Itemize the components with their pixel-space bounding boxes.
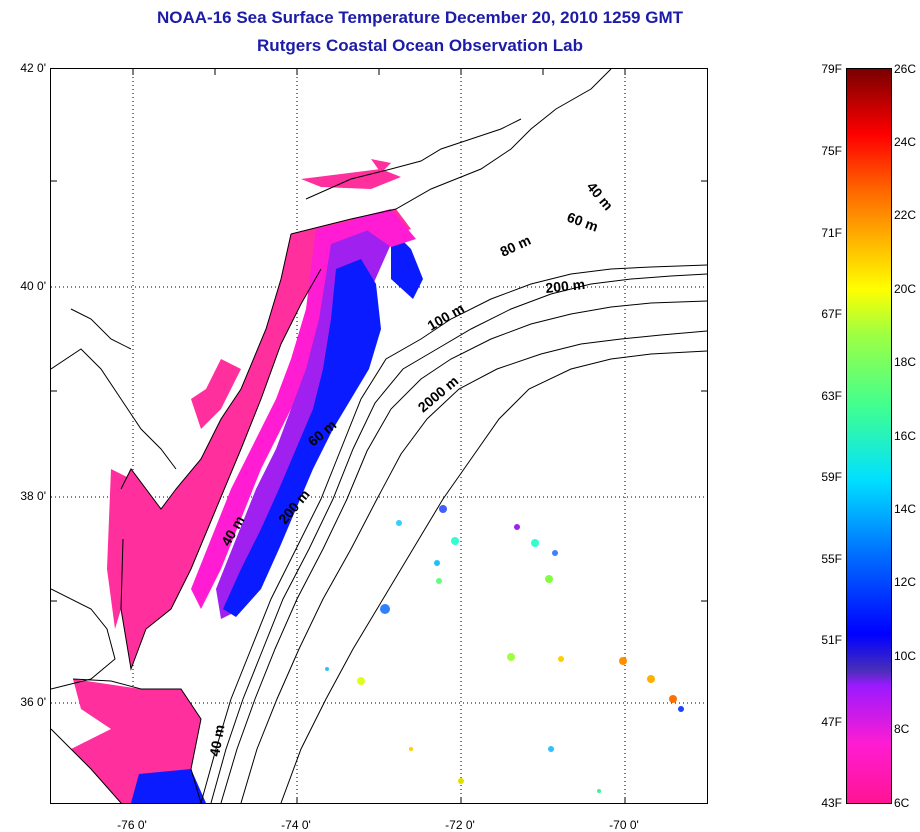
cb-label-18c: 18C (894, 355, 917, 369)
temperature-colorbar (846, 68, 892, 804)
cb-label-47f: 47F (821, 715, 842, 729)
sst-cool-water (131, 209, 423, 803)
contour-label-200m-north: 200 m (545, 276, 586, 296)
lon-label-76: -76 0' (117, 818, 147, 832)
cb-label-14c: 14C (894, 502, 917, 516)
cb-label-75f: 75F (821, 144, 842, 158)
contour-label-100m: 100 m (425, 300, 467, 334)
contour-label-40m-south: 40 m (206, 723, 227, 757)
contour-label-60m-north: 60 m (565, 209, 600, 235)
cb-label-24c: 24C (894, 135, 917, 149)
cb-label-43f: 43F (821, 796, 842, 810)
lat-label-38: 38 0' (20, 489, 46, 503)
cb-label-20c: 20C (894, 282, 917, 296)
cb-label-16c: 16C (894, 429, 917, 443)
map-title: NOAA-16 Sea Surface Temperature December… (157, 8, 683, 27)
offshore-retrievals (325, 505, 684, 793)
cb-label-59f: 59F (821, 470, 842, 484)
cb-label-67f: 67F (821, 307, 842, 321)
coastline (51, 69, 612, 803)
lon-label-74: -74 0' (281, 818, 311, 832)
map-subtitle: Rutgers Coastal Ocean Observation Lab (257, 36, 583, 55)
graticule (51, 69, 707, 803)
contour-label-40m-north: 40 m (584, 179, 617, 214)
cb-label-12c: 12C (894, 575, 917, 589)
cb-label-6c: 6C (894, 796, 910, 810)
cb-label-10c: 10C (894, 649, 917, 663)
lat-label-36: 36 0' (20, 695, 46, 709)
lat-label-40: 40 0' (20, 279, 46, 293)
contour-label-80m: 80 m (498, 232, 534, 260)
bathymetry-contours (200, 264, 707, 803)
cb-label-63f: 63F (821, 389, 842, 403)
lon-label-72: -72 0' (445, 818, 475, 832)
lon-label-70: -70 0' (609, 818, 639, 832)
cb-label-8c: 8C (894, 722, 910, 736)
cb-label-79f: 79F (821, 62, 842, 76)
cb-label-26c: 26C (894, 62, 917, 76)
cb-label-22c: 22C (894, 208, 917, 222)
cb-label-51f: 51F (821, 633, 842, 647)
cb-label-71f: 71F (821, 226, 842, 240)
cb-label-55f: 55F (821, 552, 842, 566)
lat-label-42: 42 0' (20, 61, 46, 75)
sst-map[interactable]: 40 m 60 m 80 m 200 m 100 m 2000 m 60 m 4… (50, 68, 708, 804)
map-canvas: 40 m 60 m 80 m 200 m 100 m 2000 m 60 m 4… (51, 69, 707, 803)
